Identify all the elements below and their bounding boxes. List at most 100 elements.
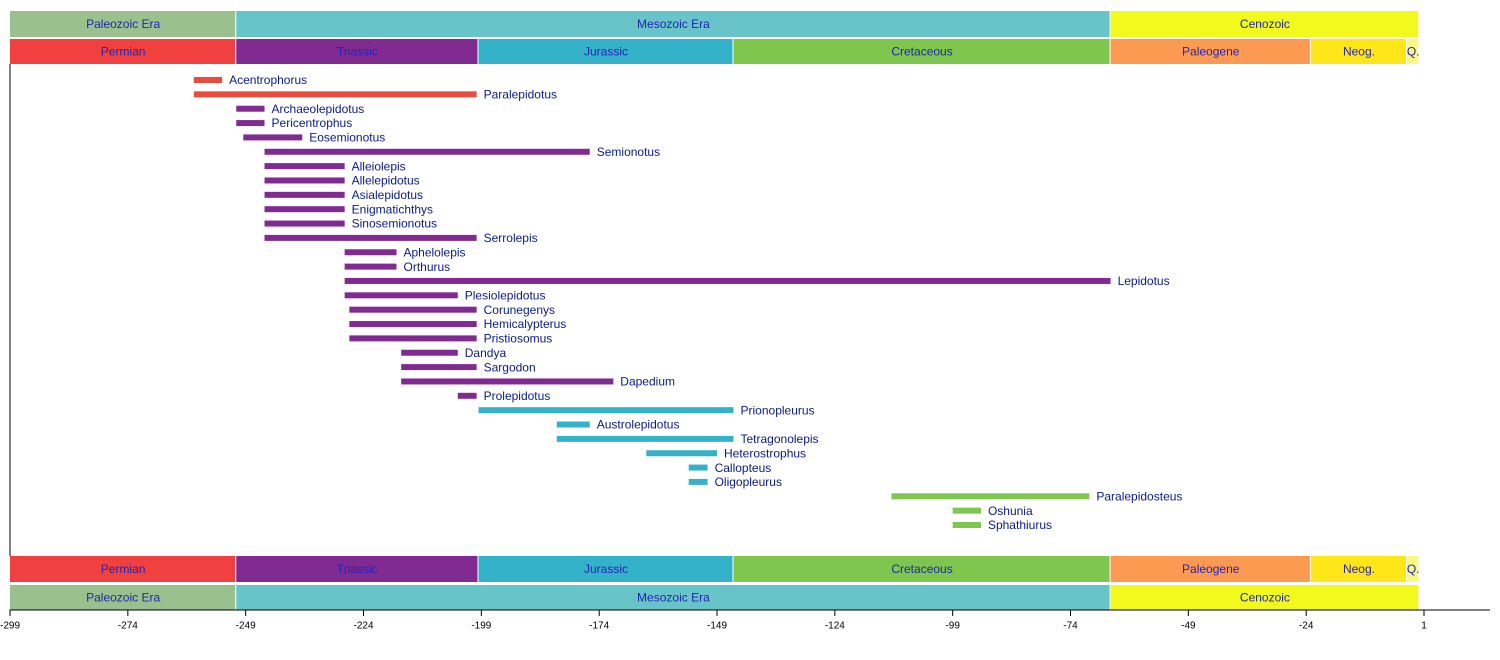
- period: [733, 39, 1110, 64]
- x-tick-label: 1: [1421, 621, 1427, 632]
- taxon-label: Sinosemionotus: [352, 217, 437, 231]
- period-label: Q.: [1407, 562, 1420, 576]
- taxon-label: Oligopleurus: [715, 475, 782, 489]
- taxon-label: Acentrophorus: [229, 73, 307, 87]
- taxon-label: Orthurus: [403, 260, 450, 274]
- period-label: Paleogene: [1182, 45, 1240, 59]
- period-label: Paleogene: [1182, 562, 1240, 576]
- period: [10, 39, 236, 64]
- period: [1310, 556, 1407, 582]
- range-bar: [344, 249, 397, 256]
- era-label: Cenozoic: [1240, 591, 1290, 605]
- x-tick-label: -124: [825, 621, 845, 632]
- range-bar: [264, 191, 345, 198]
- taxon-label: Tetragonolepis: [741, 432, 819, 446]
- taxon-label: Paralepidosteus: [1096, 489, 1182, 503]
- taxon-label: Allelepidotus: [352, 174, 420, 188]
- taxon-label: Archaeolepidotus: [272, 102, 365, 116]
- range-bar: [264, 148, 590, 155]
- x-tick-label: -149: [707, 621, 727, 632]
- taxon-label: Eosemionotus: [309, 131, 385, 145]
- taxon-label: Serrolepis: [484, 231, 538, 245]
- range-bar: [344, 263, 397, 270]
- taxon-label: Pericentrophus: [272, 116, 353, 130]
- period: [10, 556, 236, 582]
- era: [1110, 11, 1419, 37]
- period: [478, 556, 733, 582]
- taxon-label: Plesiolepidotus: [465, 288, 546, 302]
- range-bar: [401, 349, 458, 356]
- range-bar: [193, 77, 223, 83]
- range-bar: [236, 105, 265, 112]
- x-tick-label: -224: [353, 621, 373, 632]
- era-label: Paleozoic Era: [86, 17, 160, 31]
- range-bar: [952, 507, 981, 514]
- range-bar: [236, 120, 265, 127]
- period: [1407, 39, 1419, 64]
- taxon-label: Austrolepidotus: [597, 418, 680, 432]
- range-bar: [264, 234, 477, 241]
- era: [1110, 585, 1419, 610]
- taxon-label: Sphathiurus: [988, 518, 1052, 532]
- taxon-label: Dandya: [465, 346, 507, 360]
- range-bar: [264, 206, 345, 213]
- x-tick-label: -24: [1299, 621, 1314, 632]
- x-tick-label: -99: [945, 621, 960, 632]
- range-bar: [952, 522, 981, 528]
- taxon-label: Heterostrophus: [724, 446, 806, 460]
- era: [236, 11, 1110, 37]
- period-label: Triassic: [337, 45, 378, 59]
- era-label: Cenozoic: [1240, 17, 1290, 31]
- range-bar: [556, 421, 590, 428]
- range-bar: [478, 407, 734, 414]
- taxon-label: Callopteus: [715, 461, 772, 475]
- range-bar: [349, 321, 477, 328]
- period: [1310, 39, 1407, 64]
- period-label: Cretaceous: [891, 45, 952, 59]
- range-bar: [264, 177, 345, 184]
- range-bar: [688, 464, 708, 471]
- taxon-label: Oshunia: [988, 504, 1033, 518]
- range-bar: [264, 220, 345, 227]
- range-bar: [457, 392, 477, 399]
- x-tick-label: -199: [471, 621, 491, 632]
- range-bar: [344, 277, 1111, 284]
- range-bar: [401, 378, 614, 385]
- taxon-label: Aphelolepis: [403, 245, 465, 259]
- range-bar: [344, 292, 458, 299]
- taxon-label: Sargodon: [484, 360, 536, 374]
- x-tick-label: -174: [589, 621, 609, 632]
- era-label: Paleozoic Era: [86, 591, 160, 605]
- range-bar: [688, 478, 708, 485]
- range-bar: [401, 364, 477, 371]
- taxon-label: Paralepidotus: [484, 88, 557, 102]
- period: [1110, 556, 1310, 582]
- range-bar: [264, 163, 345, 170]
- x-tick-label: -49: [1181, 621, 1196, 632]
- period-label: Q.: [1407, 45, 1420, 59]
- period: [733, 556, 1110, 582]
- range-bar: [556, 435, 734, 442]
- taxon-label: Pristiosomus: [484, 332, 553, 346]
- x-tick-label: -274: [118, 621, 138, 632]
- taxon-label: Prionopleurus: [741, 403, 815, 417]
- period-label: Permian: [101, 45, 146, 59]
- period: [478, 39, 733, 64]
- era: [10, 11, 236, 37]
- period-label: Neog.: [1343, 45, 1375, 59]
- period-label: Neog.: [1343, 562, 1375, 576]
- taxon-label: Lepidotus: [1118, 274, 1170, 288]
- taxon-label: Dapedium: [620, 375, 675, 389]
- x-tick-label: -249: [236, 621, 256, 632]
- period-label: Jurassic: [584, 562, 628, 576]
- period: [1407, 556, 1419, 582]
- taxon-label: Hemicalypterus: [484, 317, 567, 331]
- range-bar: [243, 134, 303, 141]
- range-bar: [349, 306, 477, 313]
- period: [1110, 39, 1310, 64]
- era-label: Mesozoic Era: [637, 591, 710, 605]
- era: [236, 585, 1110, 610]
- range-bar: [891, 493, 1090, 500]
- range-bar: [646, 450, 718, 457]
